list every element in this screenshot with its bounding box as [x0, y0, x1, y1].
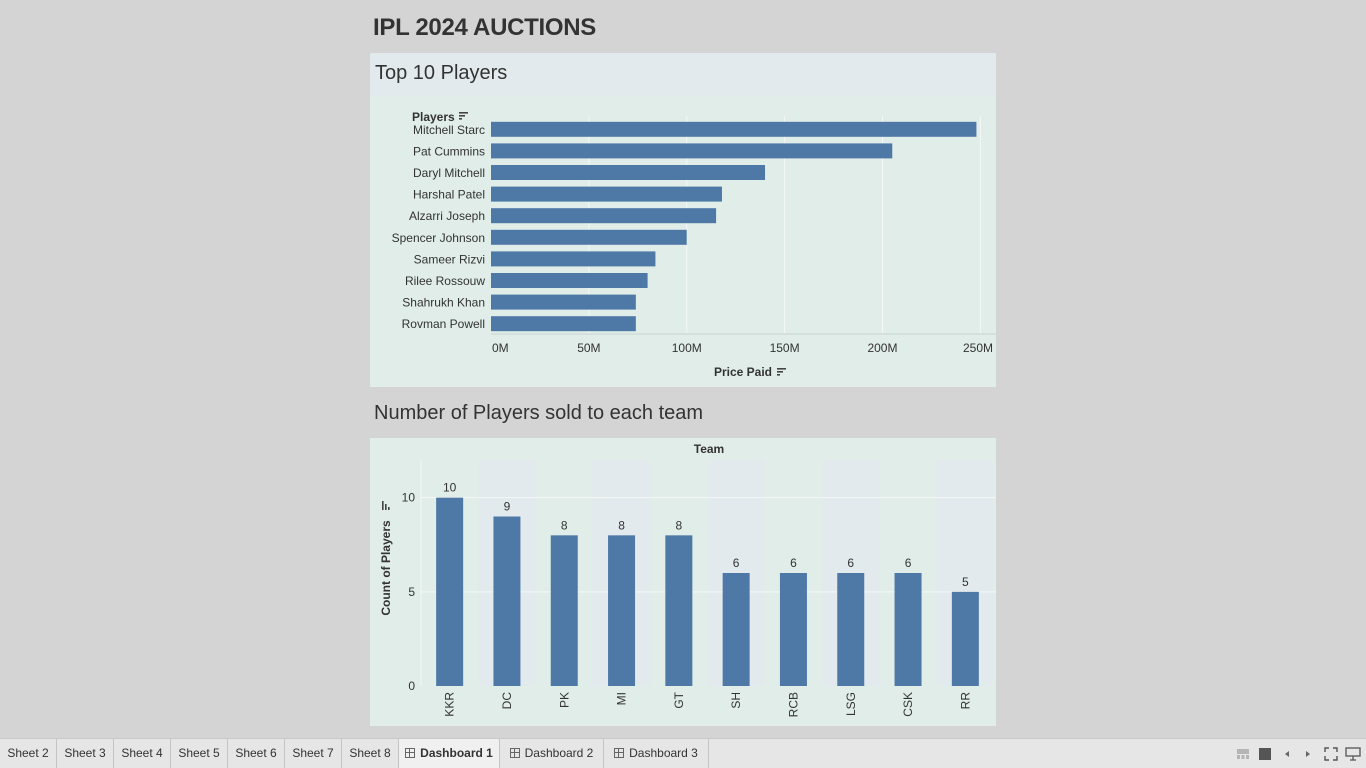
tab-sheet-2[interactable]: Sheet 2 [0, 739, 57, 768]
tab-dashboard-3-label: Dashboard 3 [629, 746, 698, 760]
team-label: CSK [901, 692, 915, 717]
tab-sheet-5[interactable]: Sheet 5 [171, 739, 228, 768]
data-label: 6 [847, 556, 854, 570]
sort-icon[interactable] [382, 501, 390, 510]
data-label: 8 [676, 518, 683, 532]
x-tick-label: 0M [492, 341, 509, 355]
player-label: Alzarri Joseph [409, 209, 485, 223]
team-label: DC [500, 692, 514, 710]
team-label: RCB [786, 692, 800, 717]
team-label: GT [672, 691, 686, 708]
grid-view-icon[interactable] [1236, 747, 1250, 761]
team-panel: Team 0 5 10 Count of Players 10 KKR 9 DC 8 PK 8 MI 8 G… [370, 438, 996, 726]
player-label: Sameer Rizvi [414, 252, 485, 266]
tab-sheet-3[interactable]: Sheet 3 [57, 739, 114, 768]
data-label: 6 [905, 556, 912, 570]
x-tick-label: 150M [770, 341, 800, 355]
dashboard-icon [509, 748, 520, 758]
team-label: MI [615, 692, 629, 705]
player-label: Harshal Patel [413, 188, 485, 202]
team-label: KKR [443, 692, 457, 717]
team-label: SH [729, 692, 743, 709]
player-label: Spencer Johnson [392, 231, 485, 245]
team-label: PK [557, 692, 571, 708]
player-label: Mitchell Starc [413, 123, 485, 137]
data-label: 8 [561, 518, 568, 532]
y-tick-label: 0 [408, 679, 415, 693]
player-label: Pat Cummins [413, 144, 485, 158]
data-label: 8 [618, 518, 625, 532]
top-players-panel: Top 10 Players Players Mitchell Starc Pat … [370, 53, 996, 387]
player-bar [491, 121, 977, 137]
tab-sheet-6[interactable]: Sheet 6 [228, 739, 285, 768]
team-label: RR [958, 692, 972, 710]
team-bar [779, 573, 807, 686]
tab-dashboard-2[interactable]: Dashboard 2 [500, 739, 604, 768]
next-icon[interactable] [1302, 747, 1314, 761]
tab-dashboard-1[interactable]: Dashboard 1 [399, 739, 500, 768]
dashboard-icon [405, 748, 416, 758]
x-tick-label: 100M [672, 341, 702, 355]
prev-icon[interactable] [1281, 747, 1293, 761]
player-bar [491, 208, 717, 224]
sort-icon[interactable] [777, 368, 786, 376]
tab-sheet-4[interactable]: Sheet 4 [114, 739, 171, 768]
y-tick-label: 10 [402, 491, 416, 505]
player-label: Rilee Rossouw [405, 274, 485, 288]
data-label: 10 [443, 481, 457, 495]
team-count-chart: Team 0 5 10 Count of Players 10 KKR 9 DC 8 PK 8 MI 8 G… [379, 442, 996, 717]
team-bar [436, 497, 464, 686]
sheet-tab-bar: Sheet 2 Sheet 3 Sheet 4 Sheet 5 Sheet 6 … [0, 738, 1366, 768]
dashboard-title: IPL 2024 AUCTIONS [373, 14, 596, 41]
team-label: LSG [844, 692, 858, 716]
sort-icon[interactable] [459, 112, 468, 120]
tab-dashboard-2-label: Dashboard 2 [524, 746, 594, 760]
player-bar [491, 143, 893, 159]
x-tick-label: 200M [867, 341, 897, 355]
tab-dashboard-3[interactable]: Dashboard 3 [604, 739, 709, 768]
player-bar [491, 251, 656, 267]
filmstrip-icon[interactable] [1258, 747, 1272, 761]
tab-sheet-8[interactable]: Sheet 8 [342, 739, 399, 768]
player-label: Shahrukh Khan [402, 296, 485, 310]
player-bar [491, 165, 766, 180]
team-bar [608, 535, 636, 686]
data-label: 5 [962, 575, 969, 589]
data-label: 6 [733, 556, 740, 570]
team-bar [951, 591, 979, 686]
team-bar [722, 573, 750, 686]
team-chart-title: Number of Players sold to each team [374, 402, 704, 424]
x-tick-label: 250M [963, 341, 993, 355]
player-label: Rovman Powell [402, 317, 485, 331]
x-axis-title: Price Paid [714, 365, 772, 379]
team-bar [837, 573, 865, 686]
tab-sheet-7[interactable]: Sheet 7 [285, 739, 342, 768]
player-bar [491, 316, 636, 332]
player-label: Daryl Mitchell [413, 166, 485, 180]
tab-dashboard-1-label: Dashboard 1 [420, 746, 493, 760]
y-tick-label: 5 [408, 585, 415, 599]
dashboard-icon [614, 748, 625, 758]
player-bar [491, 186, 722, 202]
x-tick-label: 50M [577, 341, 600, 355]
team-bar [665, 535, 693, 686]
top-players-title: Top 10 Players [375, 62, 508, 84]
y-axis-header: Players [412, 110, 455, 124]
team-header: Team [694, 442, 724, 456]
player-bar [491, 273, 648, 288]
presentation-icon[interactable] [1345, 747, 1361, 761]
team-bar [493, 516, 521, 686]
top-players-header: Top 10 Players [370, 53, 996, 96]
player-bar [491, 229, 687, 245]
data-label: 6 [790, 556, 797, 570]
fullscreen-icon[interactable] [1324, 747, 1338, 761]
team-bar [550, 535, 578, 686]
team-bar [894, 573, 922, 686]
data-label: 9 [504, 500, 511, 514]
player-bar [491, 294, 636, 310]
y-axis-title: Count of Players [379, 520, 393, 616]
